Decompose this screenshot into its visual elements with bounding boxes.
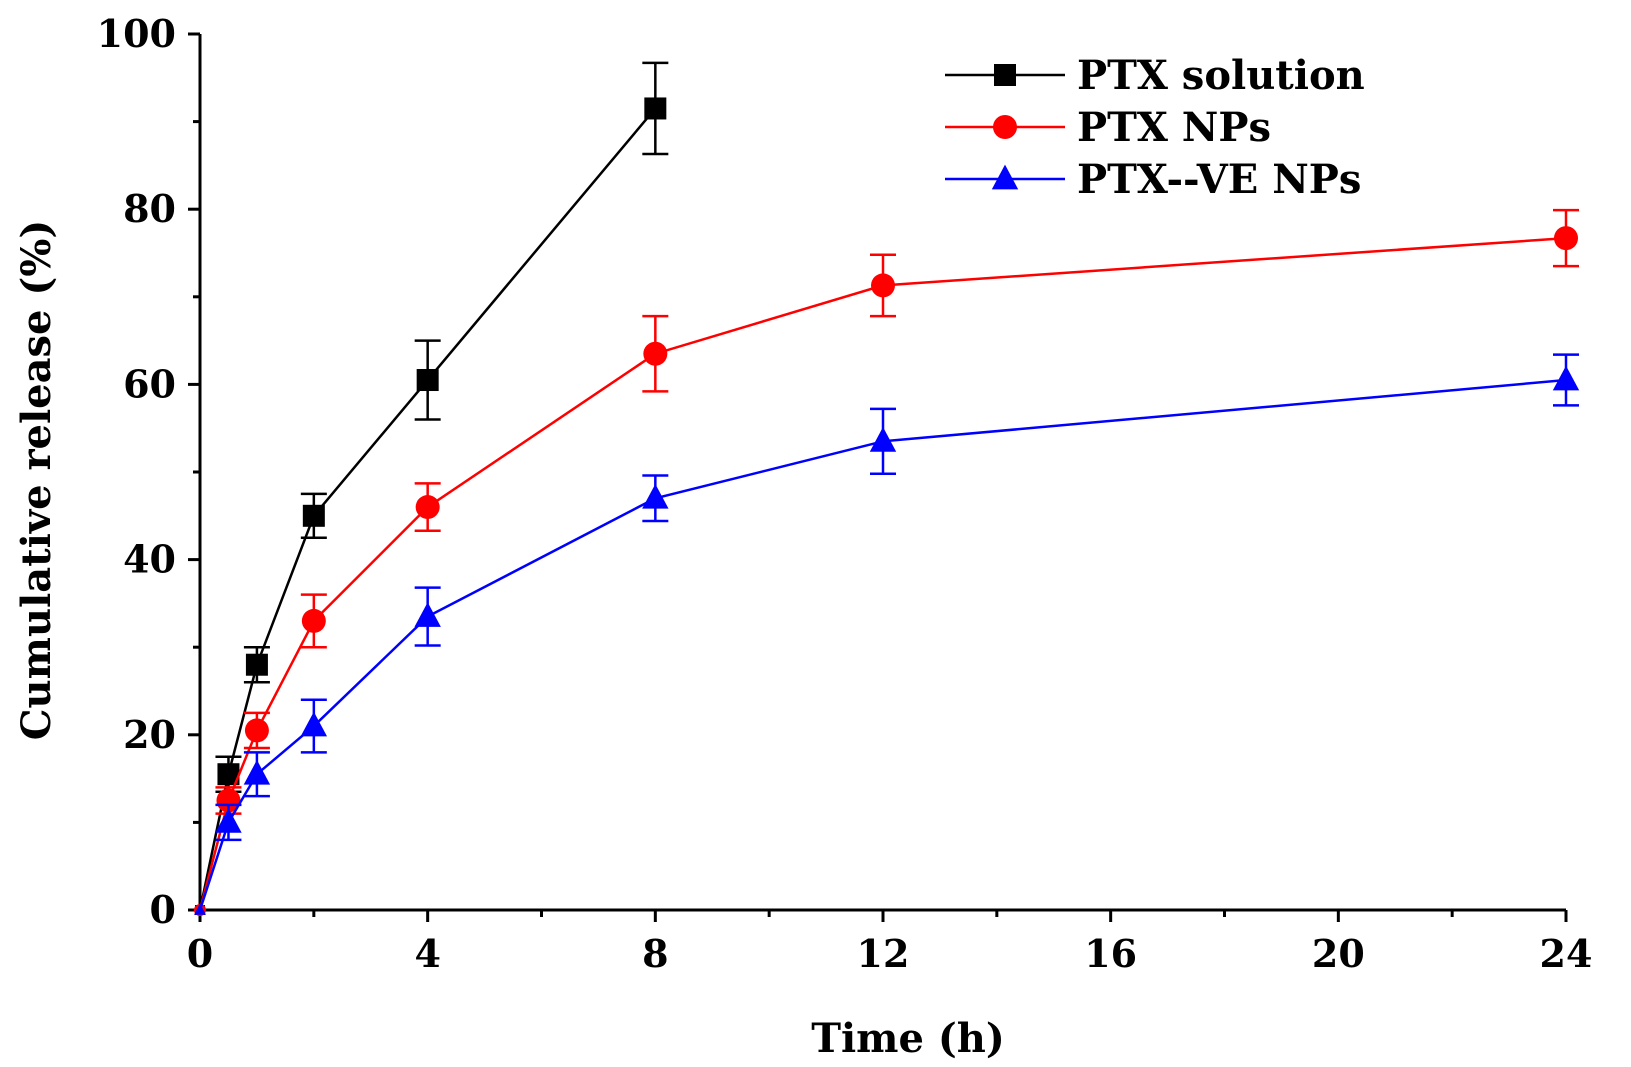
legend-item-1: PTX NPs (945, 104, 1271, 151)
legend-marker (993, 115, 1017, 139)
x-tick-label: 24 (1540, 931, 1593, 976)
x-tick-label: 0 (187, 931, 213, 976)
legend-label: PTX--VE NPs (1077, 156, 1361, 203)
ticks: 0 4 8 12 16 20 24 0 20 40 60 80 100 (97, 11, 1593, 976)
y-tick-label: 100 (97, 11, 176, 56)
y-tick-label: 20 (123, 712, 176, 757)
data-point (1552, 365, 1580, 391)
series-0 (195, 61, 669, 915)
y-axis-title: Cumulative release (%) (13, 220, 60, 741)
legend-label: PTX solution (1077, 52, 1365, 99)
x-tick-label: 12 (857, 931, 910, 976)
data-point (871, 273, 895, 298)
data-point (217, 763, 240, 786)
data-point (245, 653, 268, 676)
y-tick-label: 40 (123, 537, 176, 582)
series-2 (194, 353, 1580, 915)
legend-marker (994, 64, 1016, 86)
series-line (198, 378, 1567, 911)
data-point (415, 495, 440, 520)
data-point (301, 608, 326, 633)
data-point (300, 711, 328, 737)
x-tick-label: 4 (414, 931, 440, 976)
legend: PTX solution PTX NPs PTX--VE NPs (945, 52, 1365, 203)
legend-item-0: PTX solution (945, 52, 1365, 99)
y-tick-label: 80 (123, 186, 176, 231)
data-point (644, 97, 667, 120)
x-axis-title: Time (h) (811, 1015, 1005, 1062)
data-point (244, 718, 269, 743)
data-point (216, 788, 241, 813)
data-point (414, 602, 441, 627)
data-point (869, 427, 897, 452)
data-point (194, 903, 206, 915)
x-tick-label: 20 (1312, 931, 1365, 976)
y-tick-label: 60 (123, 361, 176, 406)
data-point (642, 483, 669, 509)
data-point (243, 759, 271, 785)
data-point (416, 369, 439, 392)
legend-item-2: PTX--VE NPs (945, 156, 1361, 203)
series-1 (194, 208, 1579, 916)
data-point (643, 341, 668, 366)
plot-area (194, 61, 1580, 916)
x-tick-label: 16 (1084, 931, 1137, 976)
data-point (215, 808, 242, 833)
legend-marker (991, 164, 1019, 190)
series-line (198, 236, 1567, 911)
y-tick-label: 0 (150, 887, 176, 932)
data-point (1554, 226, 1578, 251)
legend-label: PTX NPs (1077, 104, 1271, 151)
x-tick-label: 8 (642, 931, 668, 976)
data-point (302, 504, 325, 527)
